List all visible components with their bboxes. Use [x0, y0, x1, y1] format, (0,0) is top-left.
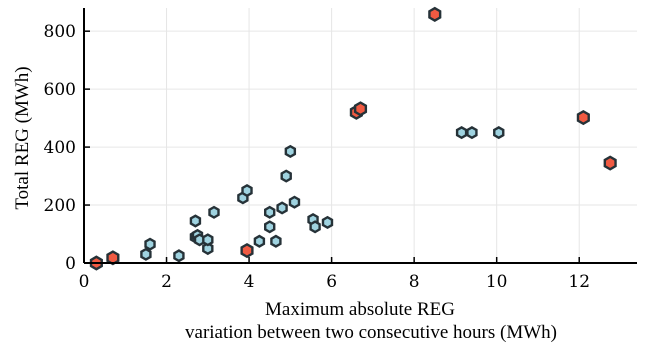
- data-point: [240, 242, 254, 259]
- y-tick-label: 0: [65, 254, 76, 274]
- data-point: [353, 101, 368, 117]
- data-point: [253, 234, 266, 248]
- data-point: [189, 214, 202, 228]
- data-point: [270, 234, 282, 248]
- data-point: [284, 144, 297, 159]
- data-point: [276, 201, 288, 215]
- data-point: [202, 241, 214, 256]
- x-axis-label-line-2: variation between two consecutive hours …: [185, 322, 557, 343]
- data-point: [321, 215, 334, 230]
- data-point: [202, 233, 214, 247]
- data-point: [428, 6, 442, 22]
- data-point: [140, 247, 152, 261]
- data-point: [173, 249, 185, 263]
- axes: [83, 8, 637, 264]
- grid-lines: [84, 8, 637, 263]
- data-point: [493, 126, 505, 140]
- y-axis-label: Total REG (MWh): [12, 66, 33, 209]
- x-axis-label-line-1: Maximum absolute REG: [265, 299, 455, 320]
- data-points: [89, 6, 617, 271]
- data-point: [241, 183, 253, 198]
- data-point: [288, 195, 301, 209]
- data-point: [264, 220, 276, 234]
- x-tick-label: 6: [326, 272, 337, 292]
- data-point: [603, 155, 617, 171]
- data-point: [144, 237, 156, 251]
- x-tick-label: 2: [161, 272, 172, 292]
- data-point: [466, 126, 478, 140]
- data-point: [280, 169, 292, 183]
- y-tick-label: 600: [44, 80, 76, 100]
- data-point: [309, 220, 321, 234]
- x-tick-label: 4: [244, 272, 255, 292]
- data-point: [576, 109, 590, 126]
- ticks: 0 2 4 6 8 10 12 0 200 400 600 800: [44, 22, 590, 292]
- x-tick-label: 0: [79, 272, 90, 292]
- data-point: [208, 205, 220, 219]
- x-tick-label: 10: [486, 272, 508, 292]
- x-tick-label: 8: [409, 272, 420, 292]
- data-point: [455, 126, 468, 140]
- y-tick-label: 800: [44, 22, 76, 42]
- y-tick-label: 400: [44, 138, 76, 158]
- y-tick-label: 200: [44, 196, 76, 216]
- data-point: [264, 205, 276, 219]
- x-tick-label: 12: [568, 272, 590, 292]
